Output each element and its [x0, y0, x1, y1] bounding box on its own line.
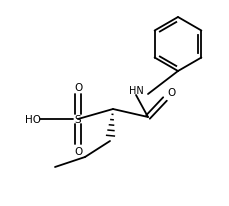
Text: HO: HO	[25, 115, 41, 124]
Text: O: O	[74, 146, 82, 156]
Text: O: O	[168, 88, 176, 97]
Text: HN: HN	[129, 85, 143, 96]
Text: S: S	[75, 115, 81, 124]
Text: O: O	[74, 83, 82, 92]
